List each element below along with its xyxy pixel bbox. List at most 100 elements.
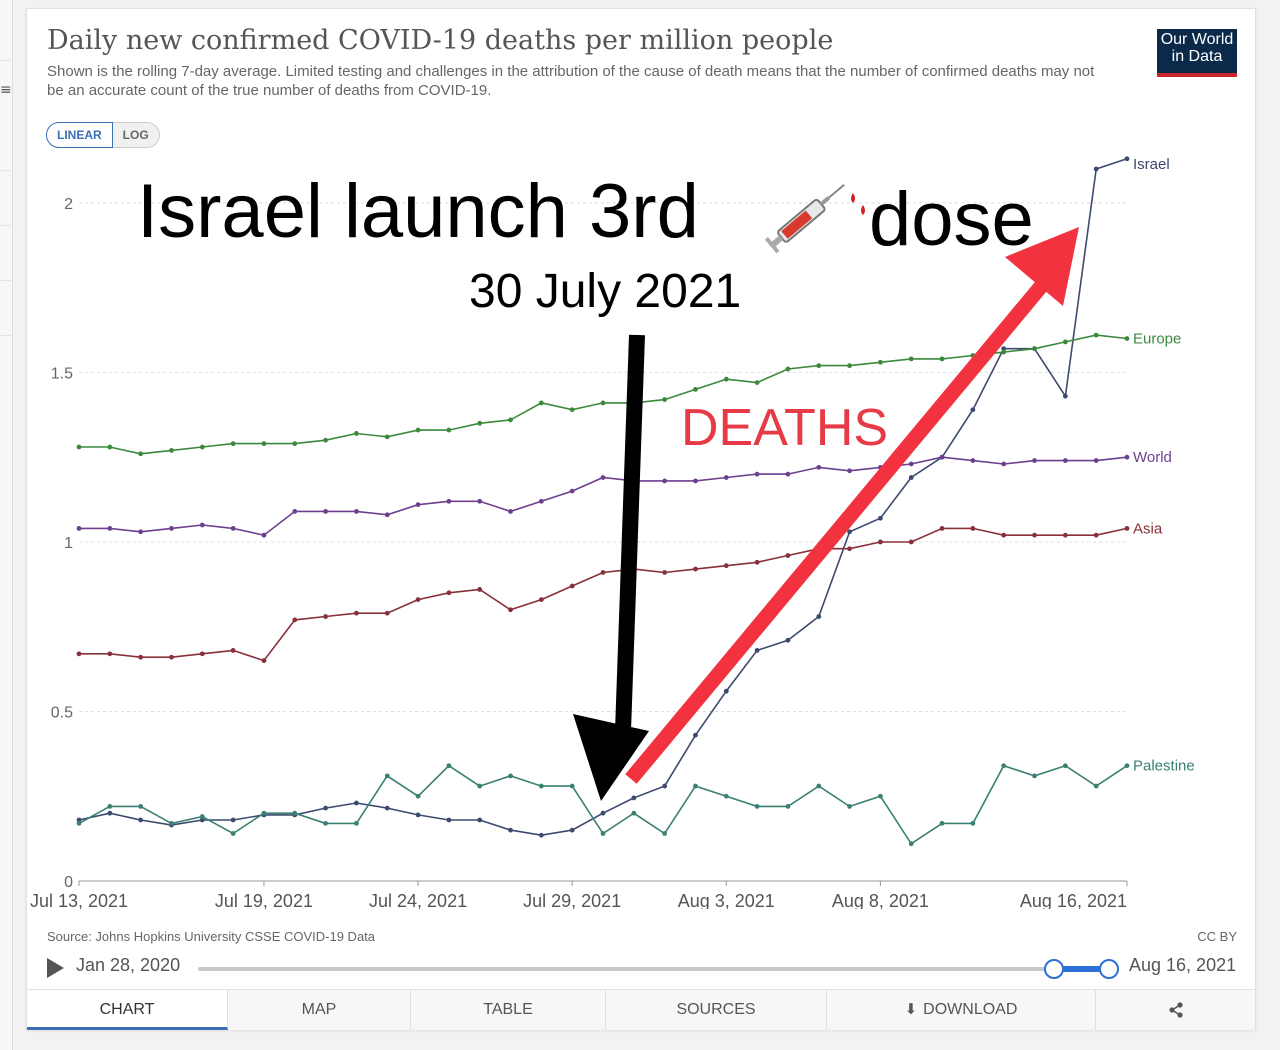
syringe-icon	[764, 184, 865, 254]
overlay-deaths-label: DEATHS	[681, 399, 888, 457]
data-point	[199, 651, 205, 657]
tab-map[interactable]: MAP	[228, 990, 411, 1030]
data-point	[754, 648, 760, 653]
data-point	[662, 397, 668, 402]
data-point	[230, 817, 236, 823]
data-point	[384, 434, 390, 440]
data-point	[323, 614, 328, 619]
data-point	[107, 804, 113, 809]
data-point	[354, 820, 359, 826]
data-point	[878, 539, 883, 545]
owid-logo[interactable]: Our World in Data	[1157, 29, 1237, 77]
download-icon: ⬇	[904, 1001, 918, 1018]
tab-download[interactable]: ⬇ DOWNLOAD	[827, 990, 1096, 1030]
timeline-track[interactable]	[198, 967, 1110, 971]
data-point	[1093, 783, 1099, 789]
data-point	[1062, 339, 1068, 345]
data-point	[939, 525, 945, 531]
data-point	[169, 820, 174, 826]
data-point	[908, 539, 914, 545]
data-point	[169, 525, 174, 531]
data-point	[76, 817, 82, 823]
y-tick-label: 0.5	[51, 704, 73, 721]
side-panel-tab[interactable]	[0, 120, 11, 171]
data-point	[970, 458, 976, 463]
data-point	[107, 651, 113, 657]
data-point	[723, 376, 729, 382]
side-panel-strip	[0, 0, 13, 1050]
x-tick-label: Jul 19, 2021	[215, 891, 313, 909]
gridlines	[79, 202, 1127, 712]
data-point	[600, 570, 606, 575]
data-point	[847, 363, 852, 369]
x-tick-label: Jul 24, 2021	[369, 891, 467, 909]
arrow-down	[573, 334, 649, 801]
data-point	[446, 763, 452, 769]
data-point	[323, 805, 328, 811]
data-point	[292, 509, 298, 514]
series-label: Europe	[1133, 331, 1181, 348]
play-icon[interactable]	[47, 958, 64, 978]
data-point	[693, 783, 698, 789]
data-point	[230, 525, 236, 531]
share-button[interactable]	[1096, 990, 1255, 1030]
x-tick-label: Aug 16, 2021	[1020, 891, 1127, 909]
tab-chart[interactable]: CHART	[27, 990, 228, 1030]
filter-icon[interactable]: ≡	[0, 82, 12, 98]
data-point	[107, 810, 113, 816]
download-label: DOWNLOAD	[923, 1001, 1018, 1018]
data-point	[878, 793, 883, 799]
chart-title: Daily new confirmed COVID-19 deaths per …	[47, 25, 834, 56]
data-point	[754, 559, 760, 565]
overlay-headline-dose: dose	[869, 177, 1034, 262]
data-point	[1001, 349, 1007, 355]
series-label: World	[1133, 449, 1172, 466]
data-point	[354, 509, 359, 514]
side-panel-tab[interactable]	[0, 10, 11, 61]
data-point	[261, 810, 267, 816]
timeline-start-label: Jan 28, 2020	[76, 955, 181, 975]
data-point	[477, 783, 483, 789]
series-line-europe	[79, 334, 1128, 455]
y-tick-label: 1	[64, 535, 73, 552]
log-scale-button[interactable]: LOG	[112, 122, 160, 148]
data-point	[693, 566, 698, 572]
chart-subtitle: Shown is the rolling 7-day average. Limi…	[47, 63, 1095, 99]
data-point	[538, 783, 544, 789]
data-point	[76, 525, 82, 531]
data-point	[1124, 336, 1130, 341]
data-point	[662, 831, 668, 836]
data-point	[1001, 461, 1007, 467]
tab-table[interactable]: TABLE	[411, 990, 606, 1030]
timeline-end-handle[interactable]	[1099, 959, 1119, 979]
license-label[interactable]: CC BY	[1197, 929, 1237, 944]
data-point	[1032, 458, 1037, 463]
data-point	[785, 553, 791, 558]
data-point	[1124, 156, 1130, 162]
y-tick-label: 2	[64, 196, 73, 213]
linear-scale-button[interactable]: LINEAR	[46, 122, 113, 148]
side-panel-tab[interactable]	[0, 175, 11, 226]
data-point	[508, 607, 513, 613]
side-panel-tab[interactable]	[0, 230, 11, 281]
y-tick-label: 0	[64, 874, 73, 891]
data-point	[816, 464, 822, 470]
data-point	[662, 783, 668, 789]
data-point	[446, 498, 452, 504]
data-point	[384, 773, 390, 779]
data-point	[939, 356, 945, 362]
data-point	[1062, 532, 1068, 538]
data-point	[816, 783, 822, 789]
data-point	[878, 359, 883, 365]
data-point	[477, 587, 483, 592]
data-point	[508, 417, 513, 423]
side-panel-tab[interactable]	[0, 285, 11, 336]
data-point	[508, 773, 513, 779]
data-point	[785, 804, 791, 809]
data-point	[415, 427, 421, 433]
timeline-start-handle[interactable]	[1044, 959, 1064, 979]
data-point	[354, 431, 359, 436]
tab-sources[interactable]: SOURCES	[606, 990, 827, 1030]
x-tick-label: Jul 29, 2021	[523, 891, 621, 909]
data-point	[1093, 532, 1099, 538]
